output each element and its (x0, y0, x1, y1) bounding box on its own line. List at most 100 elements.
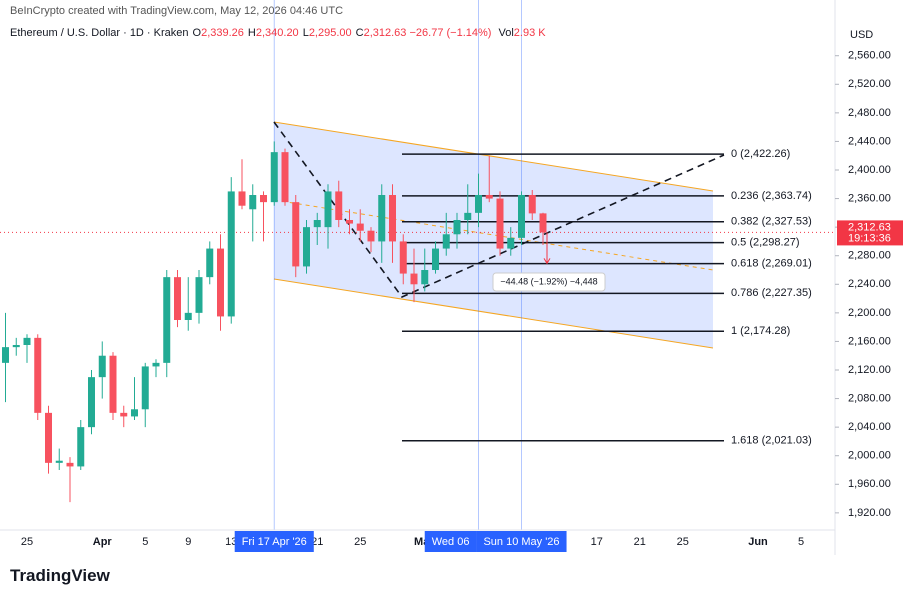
candle-body (45, 412, 52, 463)
marker-label: Fri 17 Apr '26 (234, 531, 314, 552)
candle-body (109, 355, 117, 413)
x-tick-label: 25 (354, 536, 366, 548)
candle-body (281, 152, 289, 203)
candle-body (496, 198, 504, 249)
candle-body (313, 220, 321, 228)
measure-head (543, 258, 551, 265)
y-tick-label: 2,200.00 (848, 307, 891, 319)
candle-body (442, 234, 450, 249)
measure-label: −44.48 (−1.92%) −4,448 (500, 276, 597, 286)
candle-body (195, 277, 203, 313)
candle-body (174, 277, 181, 320)
x-tick-label: 25 (21, 536, 33, 548)
legend: Ethereum / U.S. Dollar · 1D · Kraken O 2,3… (10, 27, 546, 39)
candle-body (131, 409, 138, 417)
candle-body (12, 345, 20, 348)
y-tick-label: 2,160.00 (848, 335, 891, 347)
ohlc-value: 2,295.00 (308, 27, 352, 39)
candle-body (152, 362, 160, 367)
symbol: Ethereum / U.S. Dollar · 1D · Kraken (10, 27, 189, 39)
x-tick-label: Apr (93, 536, 113, 548)
ohlc-key: C (355, 27, 364, 39)
channel-mid (273, 199, 714, 271)
branding: TradingView (10, 566, 110, 585)
candle-body (539, 213, 547, 233)
y-tick-label: 2,000.00 (848, 450, 891, 462)
candle-body (421, 270, 429, 285)
candle-body (346, 220, 353, 224)
y-tick-label: 2,480.00 (848, 107, 891, 119)
channel-fill (274, 122, 713, 348)
marker-text: Sun 10 May '26 (483, 536, 559, 548)
y-tick-label: 2,360.00 (848, 192, 891, 204)
candle-body (66, 462, 74, 467)
x-tick-label: 25 (677, 536, 689, 548)
marker-box (234, 531, 314, 552)
marker-text: Fri 17 Apr '26 (242, 536, 307, 548)
x-tick-label: 21 (311, 536, 323, 548)
ohlc-key: L (302, 27, 309, 39)
y-tick-label: 2,400.00 (848, 164, 891, 176)
candle-body (485, 195, 493, 199)
volume-key: Vol (498, 27, 514, 39)
candle-body (303, 227, 310, 267)
x-tick-label: 5 (142, 536, 148, 548)
ohlc-value: 2,312.63 (363, 27, 407, 39)
fib-label: 1.618 (2,021.03) (731, 435, 812, 447)
x-tick-label: 9 (185, 536, 191, 548)
candle-body (464, 212, 472, 220)
fib-label: 0.236 (2,363.74) (731, 190, 812, 202)
candle-body (55, 460, 63, 463)
marker-label: Wed 06 (424, 531, 477, 552)
candle-body (88, 377, 95, 428)
ohlc-key: H (247, 27, 256, 39)
y-tick-label: 2,120.00 (848, 364, 891, 376)
x-tick-label: 21 (634, 536, 646, 548)
candle-body (2, 347, 9, 363)
candle-body (270, 152, 278, 203)
candle-body (507, 237, 515, 249)
candle-body (77, 427, 85, 467)
x-tick-label: 13 (225, 536, 237, 548)
ohlc-value: 2,340.20 (255, 27, 299, 39)
candle-body (475, 195, 482, 213)
ohlc-key: O (192, 27, 202, 39)
candle-body (23, 337, 31, 345)
y-tick-label: 2,240.00 (848, 278, 891, 290)
measure-box (492, 272, 606, 292)
fib-label: 0 (2,422.26) (731, 148, 790, 160)
candle-body (399, 241, 407, 274)
channel-lower (273, 278, 714, 349)
change: −26.77 (−1.14%) (409, 27, 492, 39)
candle-body (432, 248, 439, 270)
x-tick-label: 5 (798, 536, 804, 548)
candle-body (120, 412, 128, 417)
header: BeInCrypto created with TradingView.com,… (10, 5, 546, 39)
marker-box (424, 531, 477, 552)
zigzag (273, 121, 725, 298)
y-tick-label: 2,440.00 (848, 135, 891, 147)
y-tick-label: 2,280.00 (848, 250, 891, 262)
candle-body (260, 195, 267, 203)
fib-label: 0.382 (2,327.53) (731, 216, 812, 228)
y-tick-label: 2,040.00 (848, 421, 891, 433)
candle-body (324, 191, 332, 228)
x-tick-label: 17 (591, 536, 603, 548)
x-tick-label: Jun (748, 536, 768, 548)
y-tick-label: 2,520.00 (848, 78, 891, 90)
candle-body (163, 277, 171, 363)
candle-body (206, 248, 214, 278)
candle-body (389, 195, 396, 242)
candle-body (227, 191, 235, 317)
marker-text: Wed 06 (432, 536, 470, 548)
candle-body (410, 273, 418, 285)
fib-label: 0.786 (2,227.35) (731, 287, 812, 299)
candle-body (217, 248, 224, 317)
candle-body (335, 191, 343, 220)
marker-box (476, 531, 567, 552)
last-price-label: 2,312.63 (848, 221, 891, 233)
volume: 2.93 K (513, 27, 546, 39)
fib-label: 0.618 (2,269.01) (731, 257, 812, 269)
candle-body (518, 195, 525, 238)
